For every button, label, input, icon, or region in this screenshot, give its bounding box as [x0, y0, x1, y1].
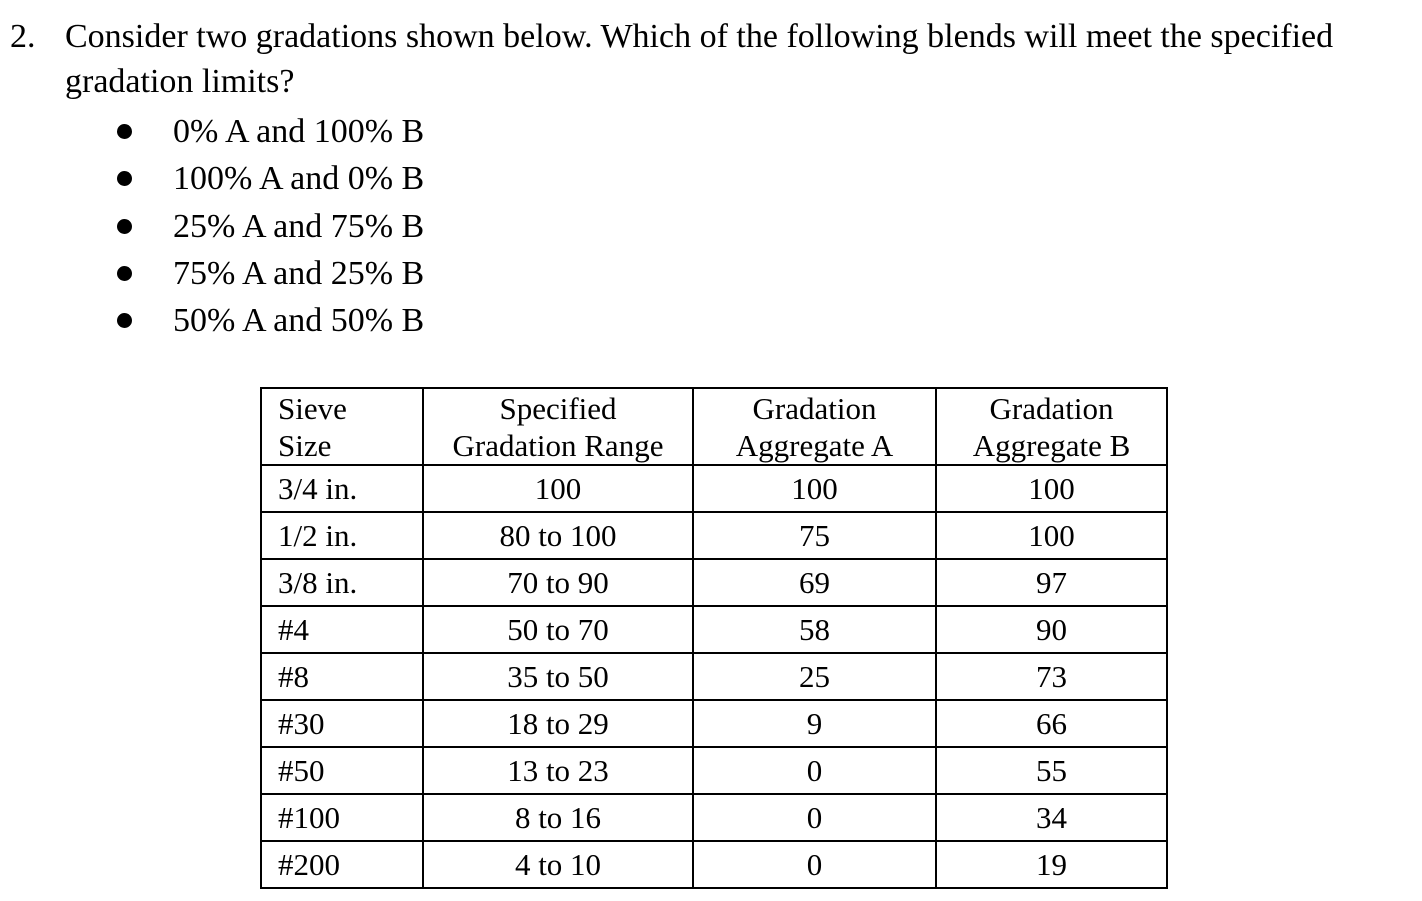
question-block: 2. Consider two gradations shown below. …	[10, 14, 1415, 104]
cell-aggregate-a: 75	[692, 511, 937, 560]
table-row: #4 50 to 70 58 90	[260, 605, 1168, 654]
cell-aggregate-b: 100	[935, 464, 1168, 513]
header-aggregate-b: Gradation Aggregate B	[935, 387, 1168, 466]
cell-sieve-size: 1/2 in.	[260, 511, 424, 560]
cell-sieve-size: 3/4 in.	[260, 464, 424, 513]
table-row: 1/2 in. 80 to 100 75 100	[260, 511, 1168, 560]
cell-sieve-size: #100	[260, 793, 424, 842]
cell-aggregate-b: 34	[935, 793, 1168, 842]
header-specified-range: Specified Gradation Range	[422, 387, 694, 466]
option-text: 50% A and 50% B	[173, 302, 425, 340]
cell-aggregate-a: 0	[692, 746, 937, 795]
bullet-icon	[117, 265, 132, 281]
cell-specified-range: 50 to 70	[422, 605, 694, 654]
table-row: #200 4 to 10 0 19	[260, 840, 1168, 889]
bullet-icon	[117, 313, 132, 329]
cell-specified-range: 18 to 29	[422, 699, 694, 748]
cell-aggregate-a: 58	[692, 605, 937, 654]
table-row: #30 18 to 29 9 66	[260, 699, 1168, 748]
option-text: 100% A and 0% B	[173, 160, 425, 198]
cell-specified-range: 4 to 10	[422, 840, 694, 889]
cell-sieve-size: #4	[260, 605, 424, 654]
cell-specified-range: 80 to 100	[422, 511, 694, 560]
table-row: #8 35 to 50 25 73	[260, 652, 1168, 701]
cell-sieve-size: #30	[260, 699, 424, 748]
cell-aggregate-a: 0	[692, 793, 937, 842]
table-row: 3/4 in. 100 100 100	[260, 464, 1168, 513]
cell-aggregate-b: 66	[935, 699, 1168, 748]
option-text: 0% A and 100% B	[173, 113, 425, 150]
cell-specified-range: 100	[422, 464, 694, 513]
question-number: 2.	[10, 18, 36, 55]
header-sieve-size: Sieve Size	[260, 387, 424, 466]
cell-sieve-size: #50	[260, 746, 424, 795]
cell-aggregate-a: 9	[692, 699, 937, 748]
cell-aggregate-b: 90	[935, 605, 1168, 654]
cell-specified-range: 35 to 50	[422, 652, 694, 701]
cell-sieve-size: #200	[260, 840, 424, 889]
cell-aggregate-b: 19	[935, 840, 1168, 889]
bullet-icon	[117, 171, 132, 187]
cell-aggregate-a: 100	[692, 464, 937, 513]
cell-aggregate-b: 73	[935, 652, 1168, 701]
gradation-table: Sieve Size Specified Gradation Range Grada…	[260, 387, 1168, 889]
bullet-icon	[117, 124, 132, 139]
option-text: 75% A and 25% B	[173, 254, 425, 292]
question-text: Consider two gradations shown below. Whi…	[65, 18, 1334, 100]
option-text: 25% A and 75% B	[173, 207, 425, 245]
cell-specified-range: 8 to 16	[422, 793, 694, 842]
cell-aggregate-a: 25	[692, 652, 937, 701]
header-aggregate-a: Gradation Aggregate A	[692, 387, 937, 466]
cell-aggregate-b: 55	[935, 746, 1168, 795]
table-row: 3/8 in. 70 to 90 69 97	[260, 558, 1168, 607]
table-row: #50 13 to 23 0 55	[260, 746, 1168, 795]
table-header-row: Sieve Size Specified Gradation Range Grada…	[260, 387, 1168, 466]
cell-specified-range: 70 to 90	[422, 558, 694, 607]
cell-sieve-size: #8	[260, 652, 424, 701]
cell-sieve-size: 3/8 in.	[260, 558, 424, 607]
table-row: #100 8 to 16 0 34	[260, 793, 1168, 842]
cell-aggregate-b: 100	[935, 511, 1168, 560]
cell-specified-range: 13 to 23	[422, 746, 694, 795]
cell-aggregate-a: 69	[692, 558, 937, 607]
cell-aggregate-a: 0	[692, 840, 937, 889]
bullet-icon	[117, 218, 132, 234]
cell-aggregate-b: 97	[935, 558, 1168, 607]
